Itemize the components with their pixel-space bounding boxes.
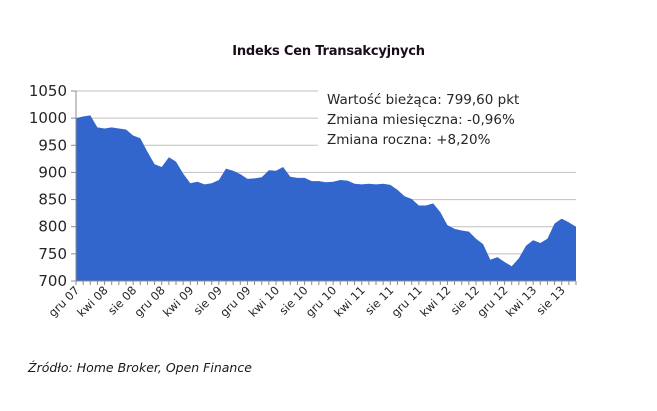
x-tick-label: gru 08 <box>131 283 167 319</box>
y-tick-label: 900 <box>38 163 67 181</box>
y-tick-label: 800 <box>38 218 67 236</box>
x-tick-label: kwi 08 <box>74 283 110 319</box>
x-tick-label: gru 11 <box>388 283 424 319</box>
x-tick-label: kwi 12 <box>417 283 453 319</box>
annotation-monthly-change: Zmiana miesięczna: -0,96% <box>327 112 515 128</box>
x-tick-label: sie 13 <box>533 283 567 317</box>
y-tick-label: 700 <box>38 272 67 290</box>
y-tick-label: 750 <box>38 245 67 263</box>
x-tick-label: kwi 09 <box>160 283 196 319</box>
x-tick-label: kwi 11 <box>331 283 367 319</box>
y-tick-label: 850 <box>38 191 67 209</box>
x-tick-label: kwi 10 <box>246 283 282 319</box>
x-tick-label: kwi 13 <box>503 283 539 319</box>
chart-title: Indeks Cen Transakcyjnych <box>232 44 425 59</box>
x-tick-label: gru 12 <box>474 283 510 319</box>
annotation-box: Wartość bieżąca: 799,60 pkt Zmiana miesi… <box>318 87 580 148</box>
y-tick-label: 1050 <box>29 82 67 100</box>
annotation-current-value: Wartość bieżąca: 799,60 pkt <box>327 92 519 108</box>
annotation-yearly-change: Zmiana roczna: +8,20% <box>327 132 491 148</box>
area-series <box>76 115 576 282</box>
y-tick-label: 950 <box>38 136 67 154</box>
x-tick-label: gru 10 <box>303 283 339 319</box>
y-tick-label: 1000 <box>29 109 67 127</box>
y-axis-ticks: 700 750 800 850 900 950 1000 1050 <box>29 82 76 290</box>
x-tick-label: gru 09 <box>217 283 253 319</box>
source-note: Źródło: Home Broker, Open Finance <box>28 360 252 375</box>
